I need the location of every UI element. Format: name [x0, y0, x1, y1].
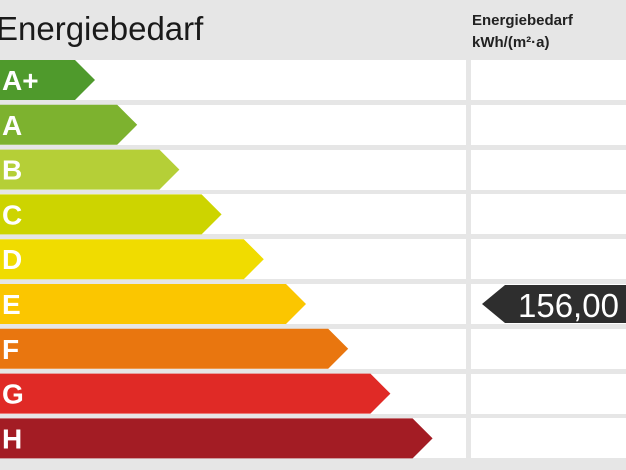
- class-bar-A+: [0, 60, 95, 100]
- value-cell: [471, 418, 626, 459]
- value-marker-label: 156,00: [518, 287, 619, 324]
- value-cell: [471, 194, 626, 235]
- value-cell: [471, 60, 626, 100]
- class-bar-C: [0, 194, 222, 235]
- class-label: H: [2, 423, 22, 454]
- column-header-line1: Energiebedarf: [472, 12, 573, 29]
- class-label: A: [2, 110, 22, 141]
- class-label: A+: [2, 65, 39, 96]
- class-label: D: [2, 244, 22, 275]
- class-bar-B: [0, 149, 180, 190]
- value-cell: [471, 239, 626, 280]
- class-bar-A: [0, 104, 138, 145]
- class-bar-E: [0, 284, 306, 324]
- value-cell: [471, 373, 626, 414]
- class-label: G: [2, 379, 24, 410]
- value-cell: [471, 328, 626, 369]
- chart-title: Energiebedarf: [0, 10, 204, 47]
- value-marker: [482, 285, 626, 323]
- class-label: E: [2, 289, 21, 320]
- value-cell: [471, 104, 626, 145]
- class-bar-F: [0, 328, 349, 369]
- class-bar-H: [0, 418, 433, 459]
- class-label: B: [2, 155, 22, 186]
- class-bar-D: [0, 239, 264, 280]
- value-cell: [471, 149, 626, 190]
- class-label: F: [2, 334, 19, 365]
- column-header-line2: kWh/(m²·a): [472, 34, 550, 51]
- class-label: C: [2, 199, 22, 230]
- class-bar-G: [0, 373, 391, 414]
- column-header: Energiebedarf kWh/(m²·a): [472, 10, 573, 54]
